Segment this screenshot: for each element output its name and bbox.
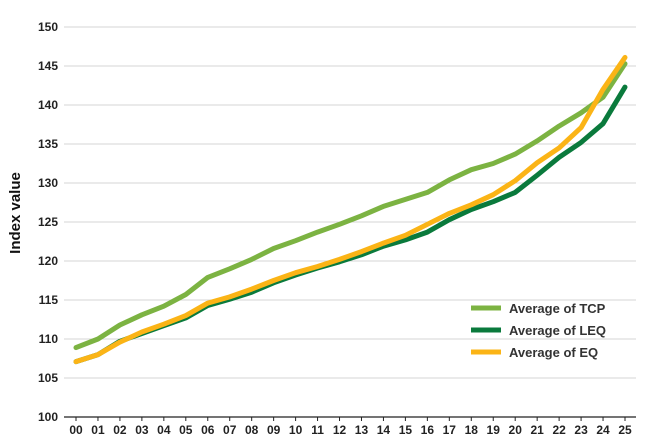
y-tick-label: 150 [38, 20, 58, 34]
x-tick-label: 01 [91, 423, 105, 437]
y-axis-ticks: 100 105 110 115 120 125 130 135 140 145 150 [38, 20, 58, 424]
x-tick-label: 23 [574, 423, 588, 437]
y-tick-label: 125 [38, 215, 58, 229]
y-tick-label: 115 [39, 293, 59, 307]
legend-label: Average of LEQ [509, 323, 606, 338]
y-tick-label: 110 [39, 332, 59, 346]
x-tick-label: 20 [509, 423, 523, 437]
x-tick-label: 19 [487, 423, 501, 437]
y-axis-title: Index value [7, 172, 24, 254]
x-tick-label: 08 [245, 423, 259, 437]
x-tick-label: 07 [223, 423, 237, 437]
x-tick-label: 04 [157, 423, 171, 437]
series-line-2 [73, 84, 628, 365]
x-tick-label: 16 [421, 423, 435, 437]
x-tick-label: 13 [355, 423, 369, 437]
x-tick-label: 05 [179, 423, 193, 437]
x-tick-label: 24 [596, 423, 610, 437]
legend-label: Average of EQ [509, 345, 598, 360]
x-tick-label: 17 [443, 423, 457, 437]
x-tick-label: 11 [311, 423, 324, 437]
x-tick-label: 15 [399, 423, 413, 437]
x-tick-label: 18 [465, 423, 479, 437]
y-tick-label: 100 [38, 410, 58, 424]
y-tick-label: 140 [38, 98, 58, 112]
x-tick-label: 09 [267, 423, 281, 437]
y-tick-label: 145 [38, 59, 58, 73]
x-tick-label: 03 [135, 423, 149, 437]
y-tick-label: 130 [38, 176, 58, 190]
series-line-1 [73, 61, 628, 351]
series-line-3 [73, 54, 628, 365]
x-tick-label: 10 [289, 423, 303, 437]
legend-label: Average of TCP [509, 301, 606, 316]
x-tick-label: 12 [333, 423, 347, 437]
x-tick-label: 00 [69, 423, 83, 437]
x-axis-ticks: 00 01 02 03 04 05 06 07 08 09 10 11 12 13 14 15 16 17 18 19… [69, 417, 632, 437]
x-tick-label: 25 [618, 423, 632, 437]
series-lines [73, 54, 628, 365]
x-tick-label: 22 [552, 423, 566, 437]
y-tick-label: 105 [38, 371, 58, 385]
legend: Average of TCP Average of LEQ Average of E… [471, 301, 606, 360]
x-tick-label: 02 [113, 423, 127, 437]
x-tick-label: 06 [201, 423, 215, 437]
x-tick-label: 14 [377, 423, 391, 437]
y-tick-label: 135 [38, 137, 58, 151]
y-tick-label: 120 [38, 254, 58, 268]
x-tick-label: 21 [530, 423, 544, 437]
